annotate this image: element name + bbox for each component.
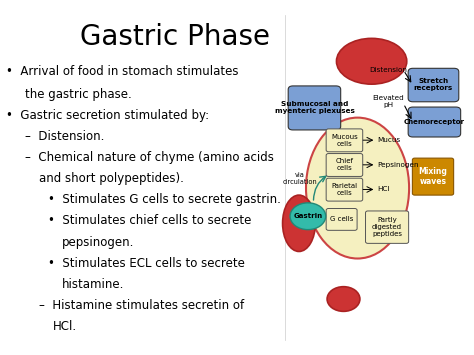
Ellipse shape xyxy=(283,195,315,251)
FancyBboxPatch shape xyxy=(412,158,454,195)
Text: HCl.: HCl. xyxy=(53,320,77,333)
Text: Distension: Distension xyxy=(369,67,407,73)
Text: and short polypeptides).: and short polypeptides). xyxy=(39,172,184,185)
Text: Mixing
waves: Mixing waves xyxy=(419,167,447,186)
Text: Gastrin: Gastrin xyxy=(293,213,322,219)
FancyBboxPatch shape xyxy=(408,107,461,137)
Text: pepsinogen.: pepsinogen. xyxy=(62,236,135,248)
Text: via
circulation: via circulation xyxy=(283,172,317,185)
Text: Pepsinogen: Pepsinogen xyxy=(377,162,419,168)
Text: the gastric phase.: the gastric phase. xyxy=(25,88,132,101)
Text: •  Gastric secretion stimulated by:: • Gastric secretion stimulated by: xyxy=(6,109,209,122)
Text: –  Distension.: – Distension. xyxy=(25,130,104,143)
Text: Gastric Phase: Gastric Phase xyxy=(80,22,270,50)
Text: G cells: G cells xyxy=(330,217,353,223)
FancyBboxPatch shape xyxy=(365,211,409,244)
Text: histamine.: histamine. xyxy=(62,278,125,291)
Text: Parietal
cells: Parietal cells xyxy=(331,183,357,196)
FancyBboxPatch shape xyxy=(326,208,357,230)
Text: Chief
cells: Chief cells xyxy=(336,158,354,171)
Text: –  Histamine stimulates secretin of: – Histamine stimulates secretin of xyxy=(39,299,244,312)
Text: •  Stimulates chief cells to secrete: • Stimulates chief cells to secrete xyxy=(48,214,252,228)
FancyBboxPatch shape xyxy=(408,68,459,102)
Ellipse shape xyxy=(306,118,409,258)
Circle shape xyxy=(290,203,326,230)
FancyBboxPatch shape xyxy=(326,178,363,201)
Text: •  Stimulates G cells to secrete gastrin.: • Stimulates G cells to secrete gastrin. xyxy=(48,193,281,206)
FancyBboxPatch shape xyxy=(326,129,363,152)
Text: HCl: HCl xyxy=(377,186,390,192)
Text: Stretch
receptors: Stretch receptors xyxy=(414,78,453,91)
Text: •  Stimulates ECL cells to secrete: • Stimulates ECL cells to secrete xyxy=(48,257,245,270)
Ellipse shape xyxy=(337,38,407,84)
Text: Chemoreceptor: Chemoreceptor xyxy=(404,119,465,125)
Text: Partly
digested
peptides: Partly digested peptides xyxy=(372,217,402,237)
Text: Submucosal and
myenteric plexuses: Submucosal and myenteric plexuses xyxy=(274,100,355,114)
FancyBboxPatch shape xyxy=(326,154,363,176)
Text: Mucous
cells: Mucous cells xyxy=(331,134,358,147)
FancyBboxPatch shape xyxy=(288,86,341,130)
Ellipse shape xyxy=(327,287,360,311)
Text: •  Arrival of food in stomach stimulates: • Arrival of food in stomach stimulates xyxy=(6,65,238,78)
Text: –  Chemical nature of chyme (amino acids: – Chemical nature of chyme (amino acids xyxy=(25,151,273,164)
Text: Elevated
pH: Elevated pH xyxy=(372,95,404,108)
Text: Mucus: Mucus xyxy=(377,137,401,143)
